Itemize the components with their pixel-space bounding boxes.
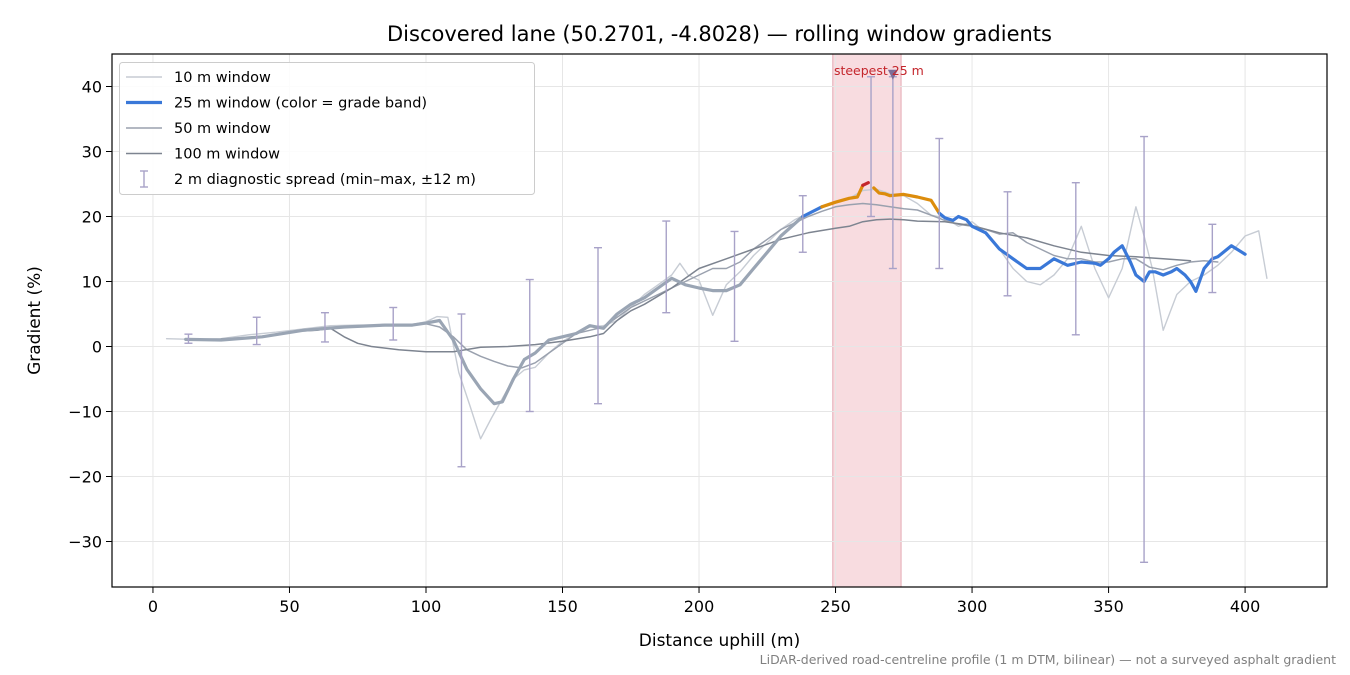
errorbar xyxy=(935,137,944,270)
errorbar xyxy=(457,313,466,468)
y-tick-label: 40 xyxy=(82,78,102,97)
series-line-100-m-window xyxy=(288,218,1192,353)
legend-entry: 25 m window (color = grade band) xyxy=(126,96,427,112)
series-line-10-m-window xyxy=(165,188,1268,440)
errorbar xyxy=(1208,223,1217,294)
errorbar xyxy=(1140,135,1149,563)
y-tick-label: −20 xyxy=(68,468,102,487)
errorbar xyxy=(867,76,876,218)
x-tick-label: 100 xyxy=(411,597,442,616)
legend-label: 100 m window xyxy=(174,147,280,163)
series-line-25m-grade-band xyxy=(820,183,865,209)
y-tick-label: 30 xyxy=(82,143,102,162)
errorbar xyxy=(389,306,398,341)
legend-entry: 10 m window xyxy=(126,70,271,86)
legend-entry: 50 m window xyxy=(126,121,271,137)
legend-label: 25 m window (color = grade band) xyxy=(174,96,427,112)
steepest-section-label: steepest 25 m xyxy=(834,63,924,78)
errorbar xyxy=(252,316,261,346)
chart-title: Discovered lane (50.2701, -4.8028) — rol… xyxy=(387,22,1052,46)
errorbar-layer xyxy=(184,69,1217,563)
y-tick-label: 0 xyxy=(92,338,102,357)
series-line-25m-grade-band xyxy=(872,186,941,215)
highlight-layer xyxy=(832,53,902,588)
errorbar xyxy=(594,246,602,405)
legend-entry: 2 m diagnostic spread (min–max, ±12 m) xyxy=(140,170,476,188)
y-tick-label: 20 xyxy=(82,208,102,227)
plot-frame xyxy=(111,53,1328,588)
series-layer xyxy=(165,181,1268,440)
errorbar xyxy=(320,312,329,343)
footnote: LiDAR-derived road-centreline profile (1… xyxy=(760,652,1336,667)
x-tick-label: 300 xyxy=(957,597,988,616)
legend-label: 10 m window xyxy=(174,70,271,86)
y-axis-label: Gradient (%) xyxy=(25,266,45,375)
tick-layer: 0 50 100 150 200 250 300 350 400 −30 −20 −10 0 10 20 30… xyxy=(68,78,1260,617)
errorbar xyxy=(730,230,739,342)
x-tick-label: 50 xyxy=(279,597,299,616)
legend-entry: 100 m window xyxy=(126,147,280,163)
series-line-25m-grade-band xyxy=(801,205,824,219)
legend-label: 2 m diagnostic spread (min–max, ±12 m) xyxy=(174,172,476,188)
x-tick-label: 150 xyxy=(547,597,578,616)
errorbar xyxy=(662,220,671,314)
errorbar xyxy=(1003,191,1012,297)
y-tick-label: 10 xyxy=(82,273,102,292)
x-tick-label: 400 xyxy=(1230,597,1261,616)
steepest-marker xyxy=(887,69,898,80)
series-line-25m-grade-band xyxy=(861,181,870,187)
errorbar xyxy=(184,333,193,344)
errorbar xyxy=(798,194,807,253)
series-line-25-m-window-outside-steep-section- xyxy=(184,214,805,406)
steepest-section-band xyxy=(832,53,902,588)
x-axis-label: Distance uphill (m) xyxy=(639,631,800,651)
legend-box xyxy=(119,62,535,195)
series-line-50-m-window xyxy=(220,202,1219,369)
x-tick-label: 200 xyxy=(684,597,715,616)
x-tick-label: 350 xyxy=(1093,597,1124,616)
errorbar xyxy=(525,278,534,413)
errorbar xyxy=(1071,181,1080,336)
legend-label: 50 m window xyxy=(174,121,271,137)
x-tick-label: 0 xyxy=(148,597,158,616)
y-tick-label: −30 xyxy=(68,533,102,552)
legend: 10 m window 25 m window (color = grade ba… xyxy=(119,62,535,195)
y-tick-label: −10 xyxy=(68,403,102,422)
x-tick-label: 250 xyxy=(820,597,851,616)
series-line-25m-grade-band xyxy=(937,211,1247,293)
